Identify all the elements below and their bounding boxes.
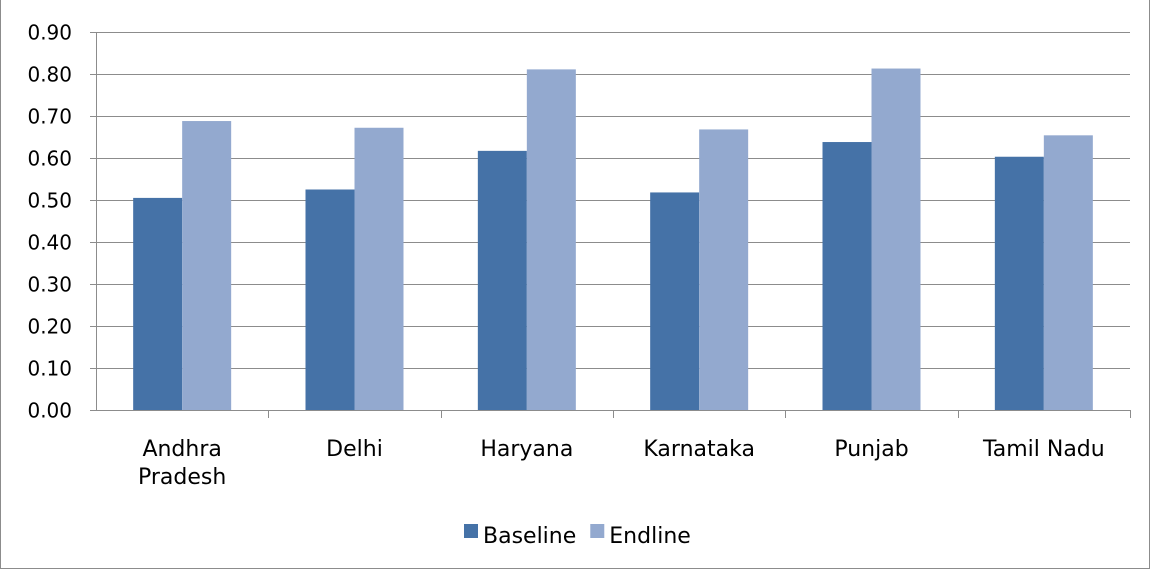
legend: Baseline Endline — [464, 524, 691, 549]
bar-endline — [354, 127, 404, 410]
y-tick-label: 0.80 — [27, 63, 72, 87]
axes — [90, 32, 1131, 418]
bar-endline — [699, 129, 749, 410]
bar-baseline — [133, 197, 183, 410]
x-category-label: Karnataka — [643, 437, 755, 462]
legend-label: Endline — [609, 524, 691, 549]
bar-baseline — [477, 150, 527, 411]
bar-baseline — [994, 156, 1044, 410]
bar-baseline — [822, 142, 872, 411]
x-category-label: Punjab — [834, 437, 908, 462]
y-tick-label: 0.30 — [27, 273, 72, 297]
y-tick-label: 0.70 — [27, 105, 72, 129]
y-tick-label: 0.40 — [27, 231, 72, 255]
bar-endline — [182, 121, 232, 410]
y-tick-label: 0.20 — [27, 315, 72, 339]
x-category-label: Pradesh — [138, 465, 226, 490]
bar-endline — [526, 69, 576, 410]
y-tick-label: 0.50 — [27, 189, 72, 213]
x-category-label: Andhra — [142, 437, 221, 462]
y-axis-ticks: 0.00 0.10 0.20 0.30 0.40 0.50 0.60 0.70 0.80 0.90 — [27, 21, 72, 423]
bar-baseline — [305, 189, 355, 410]
gridlines — [96, 32, 1130, 369]
legend-label: Baseline — [483, 524, 576, 549]
bar-baseline — [650, 192, 700, 410]
bar-endline — [871, 68, 921, 410]
x-category-label: Delhi — [326, 437, 383, 462]
x-category-label: Haryana — [480, 437, 573, 462]
legend-swatch — [464, 524, 478, 538]
y-tick-label: 0.10 — [27, 357, 72, 381]
y-tick-label: 0.00 — [27, 399, 72, 423]
bar-endline — [1043, 135, 1093, 410]
y-tick-label: 0.90 — [27, 21, 72, 45]
x-category-label: Tamil Nadu — [982, 437, 1105, 462]
x-axis-categories: Andhra Pradesh Delhi Haryana Karnataka Punjab… — [138, 437, 1105, 490]
legend-swatch — [590, 524, 605, 538]
bars — [133, 68, 1093, 411]
y-tick-label: 0.60 — [27, 147, 72, 171]
